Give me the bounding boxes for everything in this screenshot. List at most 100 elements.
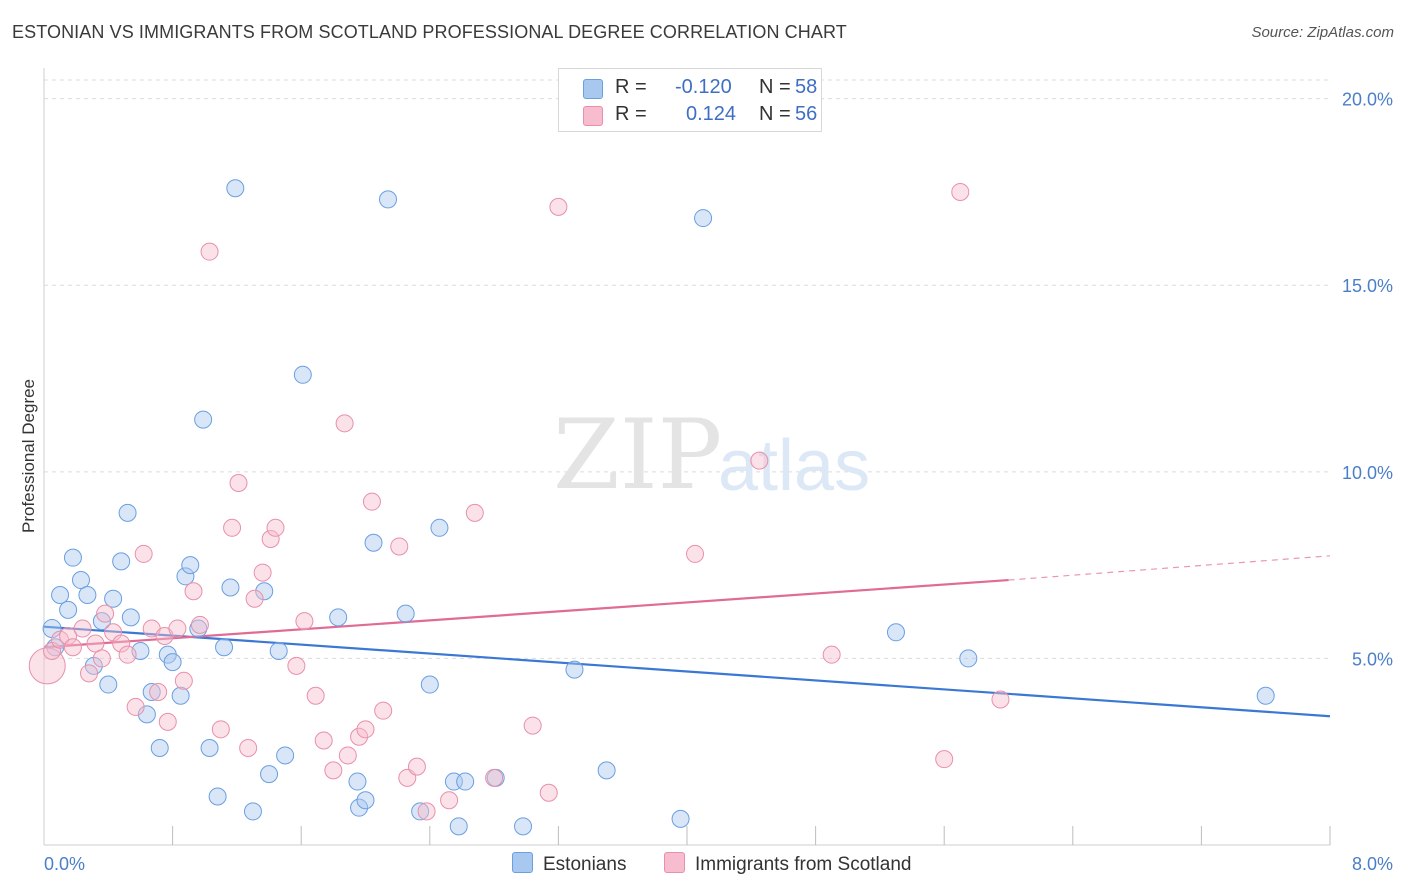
point-estonians — [215, 638, 234, 657]
point-scotland — [96, 604, 115, 623]
x-tick-label: 8.0% — [1352, 854, 1393, 874]
point-estonians — [356, 791, 375, 810]
point-estonians — [59, 600, 78, 619]
point-estonians — [886, 623, 905, 642]
point-scotland — [92, 649, 111, 668]
point-estonians — [449, 817, 468, 836]
data-points — [28, 179, 1275, 836]
point-scotland — [314, 731, 333, 750]
point-estonians — [200, 738, 219, 757]
point-scotland — [287, 656, 306, 675]
point-estonians — [276, 746, 295, 765]
point-estonians — [163, 653, 182, 672]
point-scotland — [324, 761, 343, 780]
point-estonians — [194, 410, 213, 429]
point-scotland — [306, 686, 325, 705]
point-scotland — [158, 712, 177, 731]
point-estonians — [63, 548, 82, 567]
point-estonians — [150, 738, 169, 757]
watermark-zip: ZIP — [553, 399, 722, 511]
point-estonians — [137, 705, 156, 724]
y-tick-label: 5.0% — [1352, 649, 1393, 669]
source-credit: Source: ZipAtlas.com — [1251, 24, 1394, 41]
point-estonians — [694, 209, 713, 228]
point-scotland — [118, 645, 137, 664]
legend-swatch-estonians — [512, 852, 533, 873]
n-label: N = — [759, 76, 791, 98]
point-scotland — [80, 664, 99, 683]
y-tick-label: 20.0% — [1342, 90, 1393, 110]
point-scotland — [239, 738, 258, 757]
point-estonians — [121, 608, 140, 627]
point-scotland — [126, 697, 145, 716]
point-scotland — [190, 615, 209, 634]
point-scotland — [229, 474, 248, 493]
trend-line-1 — [43, 578, 1009, 649]
legend-label-scotland: Immigrants from Scotland — [695, 854, 912, 875]
point-scotland — [356, 720, 375, 739]
point-scotland — [112, 634, 131, 653]
point-scotland — [390, 537, 409, 556]
point-estonians — [255, 582, 274, 601]
point-scotland — [86, 634, 105, 653]
legend-label-estonians: Estonians — [543, 854, 627, 875]
watermark-atlas: atlas — [718, 426, 870, 506]
point-scotland — [59, 627, 78, 646]
point-estonians — [671, 809, 690, 828]
stats-box: R = -0.120 N = 58 R = 0.124 N = 56 — [558, 68, 822, 132]
legend-swatch-scotland — [664, 852, 685, 873]
point-estonians — [71, 571, 90, 590]
point-scotland — [686, 544, 705, 563]
point-scotland — [417, 802, 436, 821]
point-estonians — [565, 660, 584, 679]
point-estonians — [456, 772, 475, 791]
x-tick-label: 0.0% — [44, 854, 85, 874]
legend-item-scotland: Immigrants from Scotland — [664, 852, 911, 876]
point-scotland — [211, 720, 230, 739]
point-scotland — [350, 727, 369, 746]
point-scotland — [822, 645, 841, 664]
point-estonians — [1256, 686, 1275, 705]
point-scotland — [168, 619, 187, 638]
point-scotland — [750, 451, 769, 470]
point-estonians — [112, 552, 131, 571]
point-estonians — [364, 533, 383, 552]
point-scotland — [184, 582, 203, 601]
r-value: -0.120 — [675, 76, 732, 98]
point-estonians — [293, 365, 312, 384]
point-scotland — [539, 783, 558, 802]
point-estonians — [176, 567, 195, 586]
n-value: 58 — [795, 76, 818, 98]
point-scotland — [149, 683, 168, 701]
trend-lines — [43, 555, 1331, 718]
point-scotland — [374, 701, 393, 720]
point-estonians — [243, 802, 262, 821]
n-label: N = — [759, 103, 791, 125]
point-scotland — [485, 768, 504, 787]
point-scotland — [362, 492, 381, 511]
point-scotland — [200, 242, 219, 261]
point-scotland — [63, 638, 82, 657]
point-estonians — [181, 556, 200, 575]
point-estonians — [379, 190, 398, 209]
point-estonians — [51, 585, 70, 604]
point-scotland — [245, 589, 264, 608]
point-estonians — [78, 585, 97, 604]
point-estonians — [420, 675, 439, 694]
point-estonians — [329, 608, 348, 627]
r-label: R = — [615, 76, 647, 98]
point-estonians — [208, 787, 227, 806]
point-scotland — [338, 746, 357, 765]
r-label: R = — [615, 103, 647, 125]
point-scotland — [991, 690, 1010, 709]
point-estonians — [269, 641, 288, 660]
axes — [43, 68, 1331, 846]
point-estonians — [411, 802, 430, 821]
point-estonians — [104, 589, 123, 608]
point-scotland — [253, 563, 272, 582]
point-scotland — [223, 518, 242, 537]
point-estonians — [348, 772, 367, 791]
trend-line-extension-1 — [1008, 555, 1331, 581]
